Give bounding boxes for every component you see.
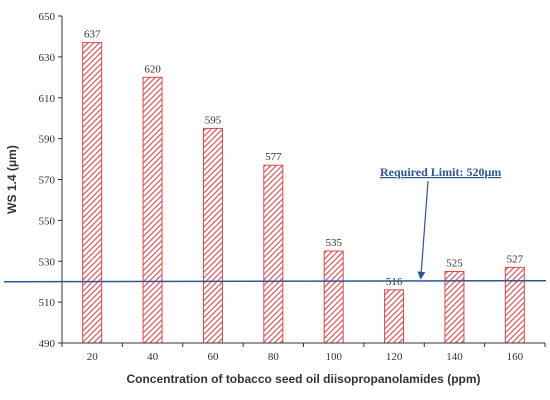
data-label-60: 595 [205,114,222,126]
y-axis-title: WS 1.4 (μm) [5,145,19,214]
x-axis-title: Concentration of tobacco seed oil diisop… [126,372,480,386]
required-limit-arrow [417,180,429,280]
y-tick-label: 590 [39,134,56,146]
y-tick-label: 530 [39,256,56,268]
x-tick-label-100: 100 [325,351,342,363]
data-label-140: 525 [446,257,463,269]
x-tick-label-20: 20 [87,351,99,363]
data-label-40: 620 [144,63,161,75]
x-tick-label-60: 60 [207,351,219,363]
bar-160 [504,266,525,344]
bar-100 [323,250,344,344]
y-tick-label: 570 [39,175,56,187]
y-tick-label: 510 [39,297,56,309]
bar-40 [142,76,163,344]
data-label-160: 527 [507,253,524,265]
y-tick-label: 650 [39,11,56,23]
y-tick-label: 550 [39,215,56,227]
bar-60 [202,127,223,344]
bars-group [82,42,525,344]
x-tick-label-160: 160 [507,351,524,363]
data-label-100: 535 [325,237,342,249]
y-tick-label: 630 [39,52,56,64]
y-tick-label: 490 [39,338,56,350]
x-tick-label-140: 140 [446,351,463,363]
bar-140 [444,270,465,344]
y-tick-label: 610 [39,93,56,105]
data-label-20: 637 [84,29,101,41]
data-labels-group: 637 620 595 577 535 516 525 527 [84,29,524,288]
x-tick-label-40: 40 [147,351,159,363]
required-limit-line [3,279,547,283]
bar-20 [82,42,103,344]
x-tick-label-80: 80 [268,351,280,363]
y-axis: 490 510 530 550 570 590 610 630 650 [39,11,63,350]
required-limit-label: Required Limit: 520μm [380,165,501,179]
bar-120 [384,289,405,344]
data-label-80: 577 [265,151,282,163]
x-axis: 20 40 60 80 100 120 140 160 [61,342,546,363]
data-label-120: 516 [386,276,403,288]
bar-80 [263,164,284,344]
x-tick-label-120: 120 [386,351,403,363]
